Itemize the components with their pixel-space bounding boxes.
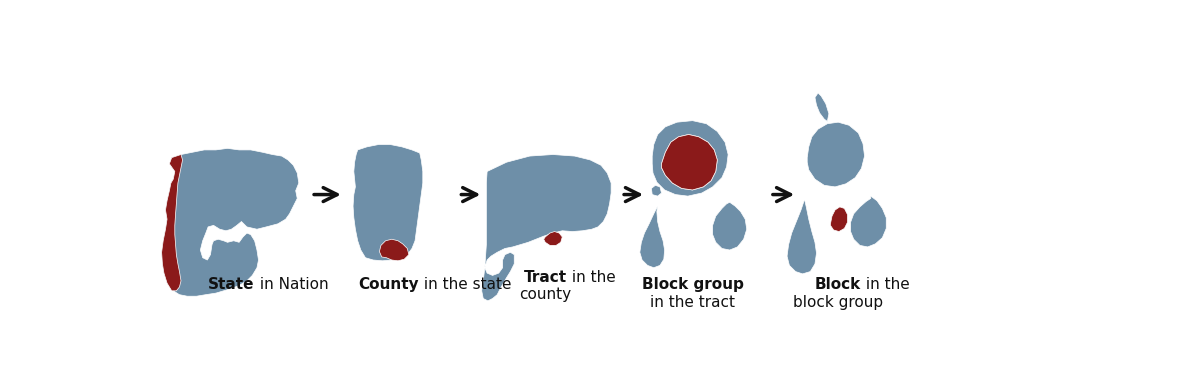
Polygon shape xyxy=(162,154,182,291)
Text: in Nation: in Nation xyxy=(254,277,329,291)
Polygon shape xyxy=(653,121,728,196)
Text: Block: Block xyxy=(815,277,862,292)
Text: County: County xyxy=(359,277,419,291)
Polygon shape xyxy=(353,144,422,261)
Polygon shape xyxy=(544,232,563,246)
Polygon shape xyxy=(652,185,661,196)
Text: State: State xyxy=(208,277,254,291)
Polygon shape xyxy=(640,206,665,268)
Text: in the state: in the state xyxy=(419,277,511,291)
Polygon shape xyxy=(661,134,718,190)
Polygon shape xyxy=(830,207,847,232)
Polygon shape xyxy=(162,148,299,296)
Text: block group: block group xyxy=(793,295,883,310)
Polygon shape xyxy=(481,154,611,301)
Text: in the tract: in the tract xyxy=(650,295,734,310)
Polygon shape xyxy=(787,201,816,274)
Polygon shape xyxy=(815,93,829,121)
Polygon shape xyxy=(808,122,864,187)
Polygon shape xyxy=(661,134,718,190)
Text: county: county xyxy=(520,287,571,302)
Polygon shape xyxy=(379,239,409,261)
Text: Block group: Block group xyxy=(642,277,744,292)
Text: in the: in the xyxy=(862,277,910,292)
Polygon shape xyxy=(713,202,746,250)
Text: in the: in the xyxy=(566,270,616,285)
Polygon shape xyxy=(851,196,887,247)
Text: Tract: Tract xyxy=(523,270,566,285)
